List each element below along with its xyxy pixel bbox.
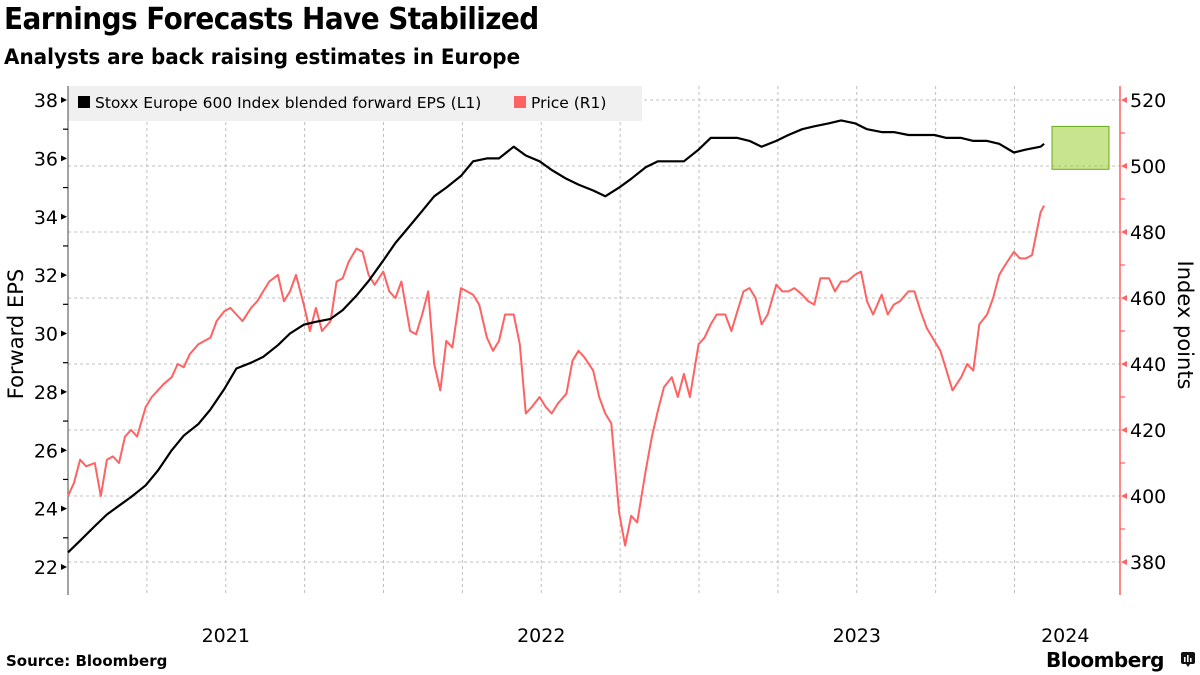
right-axis: 380 400 420 440 460 480 500 520 [1119,86,1166,595]
right-tick-label: 480 [1130,222,1166,244]
chart-title: Earnings Forecasts Have Stabilized [4,2,539,37]
left-axis: 22 24 26 28 30 32 34 36 38 [34,86,69,595]
left-tick-label: 36 [34,148,58,170]
series-line-eps [67,119,1045,554]
right-tick-label: 520 [1130,90,1166,112]
right-tick-marker [1121,163,1127,169]
x-axis: 2021 2022 2023 2024 [202,625,1090,647]
left-tick-marker [61,447,67,454]
left-tick-label: 22 [34,557,58,579]
right-tick-label: 400 [1130,486,1166,508]
left-tick-marker [61,388,67,395]
data-points [0,119,1045,553]
chart-subtitle: Analysts are back raising estimates in E… [4,45,521,69]
right-tick-label: 460 [1130,288,1166,310]
right-tick-label: 500 [1130,156,1166,178]
left-tick-label: 24 [34,499,58,521]
left-tick-marker [61,213,67,220]
right-tick-marker [1121,361,1127,367]
left-tick-label: 34 [34,207,58,229]
legend-box [68,86,642,121]
left-tick-label: 32 [34,265,58,287]
left-tick-marker [61,505,67,512]
gridlines [68,86,1120,595]
left-tick-label: 26 [34,440,58,462]
x-tick-label: 2022 [517,625,565,647]
x-tick-label: 2024 [1041,625,1089,647]
right-tick-marker [1121,97,1127,103]
bloomberg-logo: Bloomberg [1046,648,1164,672]
right-tick-label: 440 [1130,354,1166,376]
x-tick-label: 2023 [833,625,881,647]
series-line-price [67,205,1045,547]
bloomberg-chart-bubble-icon [1181,652,1195,667]
right-tick-marker [1121,559,1127,565]
left-tick-marker [61,97,67,103]
right-tick-marker [1121,295,1127,301]
left-tick-label: 30 [34,324,58,346]
right-tick-marker [1121,229,1127,235]
right-tick-marker [1121,427,1127,433]
right-tick-marker [1121,493,1127,499]
left-tick-marker [61,272,67,279]
left-tick-marker [61,564,67,570]
highlight-box [1051,125,1110,170]
left-tick-marker [61,155,67,162]
legend-swatch-price [514,96,526,108]
x-tick-label: 2021 [202,625,250,647]
left-tick-label: 28 [34,382,58,404]
left-axis-title: Forward EPS [4,269,28,399]
source-note: Source: Bloomberg [6,652,168,670]
legend-label-eps: Stoxx Europe 600 Index blended forward E… [95,94,481,112]
legend-label-price: Price (R1) [531,94,606,112]
right-tick-label: 420 [1130,420,1166,442]
left-tick-label: 38 [34,90,58,112]
right-tick-label: 380 [1130,552,1166,574]
left-tick-marker [61,330,67,337]
right-axis-title: Index points [1173,261,1197,390]
legend-swatch-eps [78,96,90,108]
